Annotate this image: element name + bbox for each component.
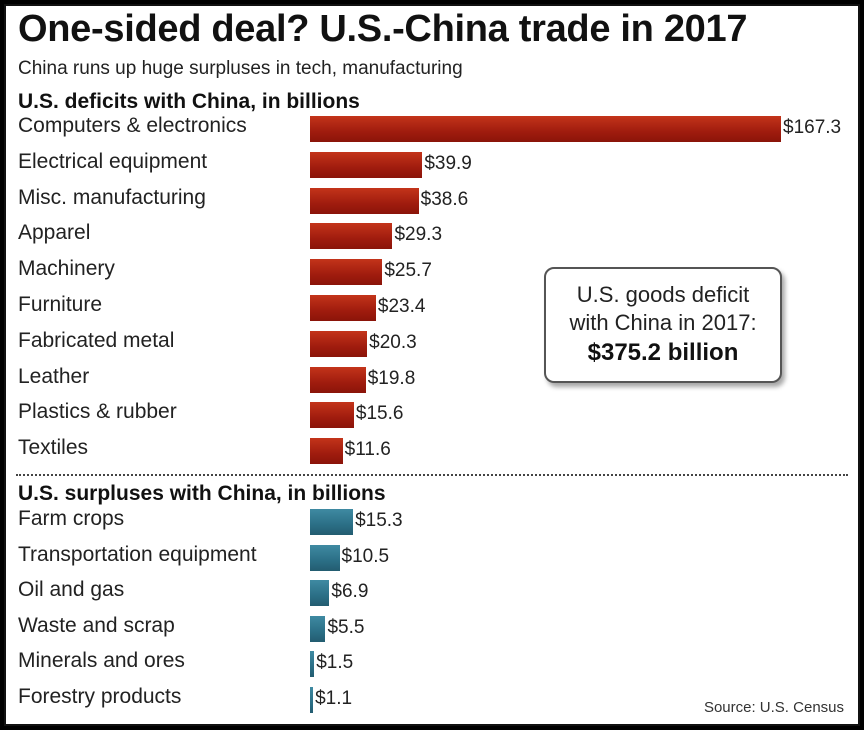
surplus-bar: [310, 544, 340, 571]
surplus-bar: [310, 509, 354, 535]
deficit-bar: [310, 438, 343, 465]
deficit-bar: [310, 151, 423, 178]
surplus-value-label: $5.5: [327, 616, 365, 638]
deficit-category-label: Computers & electronics: [18, 114, 247, 137]
section-divider: [16, 474, 848, 476]
source-note: Source: U.S. Census: [703, 699, 844, 716]
surplus-category-label: Minerals and ores: [18, 649, 185, 673]
chart-frame: One-sided deal? U.S.-China trade in 2017…: [4, 4, 860, 726]
surplus-bar: [310, 580, 330, 607]
deficit-category-label: Machinery: [18, 257, 115, 281]
surplus-section-heading: U.S. surpluses with China, in billions: [18, 482, 386, 505]
deficit-category-label: Plastics & rubber: [18, 400, 177, 424]
deficit-bar: [310, 187, 419, 214]
deficit-bar: [310, 259, 383, 286]
deficit-category-label: Furniture: [18, 293, 103, 316]
chart-title: One-sided deal? U.S.-China trade in 2017: [18, 8, 748, 50]
deficit-bar: [310, 402, 354, 429]
deficit-category-label: Leather: [18, 364, 90, 388]
surplus-value-label: $1.1: [315, 688, 353, 709]
deficit-value-label: $39.9: [424, 152, 472, 174]
surplus-value-label: $15.3: [355, 510, 403, 531]
surplus-category-label: Farm crops: [18, 507, 125, 530]
total-deficit-callout: U.S. goods deficit with China in 2017: $…: [544, 267, 782, 383]
surplus-bar: [310, 687, 314, 713]
deficit-value-label: $23.4: [377, 296, 426, 317]
surplus-bar: [310, 615, 326, 642]
deficit-bar: [310, 116, 781, 142]
deficit-value-label: $11.6: [344, 439, 391, 461]
surplus-category-label: Forestry products: [18, 685, 182, 708]
deficit-section-heading: U.S. deficits with China, in billions: [18, 90, 360, 113]
surplus-category-label: Oil and gas: [18, 578, 125, 602]
deficit-category-label: Misc. manufacturing: [18, 185, 206, 209]
surplus-value-label: $6.9: [331, 581, 369, 603]
deficit-value-label: $20.3: [369, 331, 417, 353]
deficit-category-label: Apparel: [18, 221, 91, 245]
surplus-category-label: Waste and scrap: [18, 613, 175, 637]
deficit-value-label: $29.3: [394, 224, 443, 246]
deficit-category-label: Textiles: [18, 436, 89, 460]
deficit-category-label: Electrical equipment: [18, 149, 208, 173]
surplus-bar: [310, 651, 315, 678]
deficit-bar: [310, 223, 393, 250]
deficit-value-label: $167.3: [783, 117, 842, 138]
surplus-value-label: $1.5: [316, 652, 354, 674]
callout-line-1: U.S. goods deficit: [576, 282, 750, 307]
deficit-bar: [310, 330, 368, 357]
deficit-value-label: $38.6: [420, 188, 469, 210]
deficit-bar: [310, 295, 376, 321]
callout-line-2: with China in 2017:: [569, 310, 757, 335]
callout-total: $375.2 billion: [587, 339, 739, 366]
deficit-value-label: $15.6: [355, 403, 404, 425]
deficit-category-label: Fabricated metal: [18, 328, 175, 352]
chart-subtitle: China runs up huge surpluses in tech, ma…: [18, 58, 463, 79]
deficit-value-label: $19.8: [367, 367, 416, 389]
deficit-value-label: $25.7: [384, 260, 432, 282]
deficit-bar: [310, 366, 366, 393]
surplus-value-label: $10.5: [341, 545, 390, 567]
surplus-category-label: Transportation equipment: [18, 542, 257, 566]
